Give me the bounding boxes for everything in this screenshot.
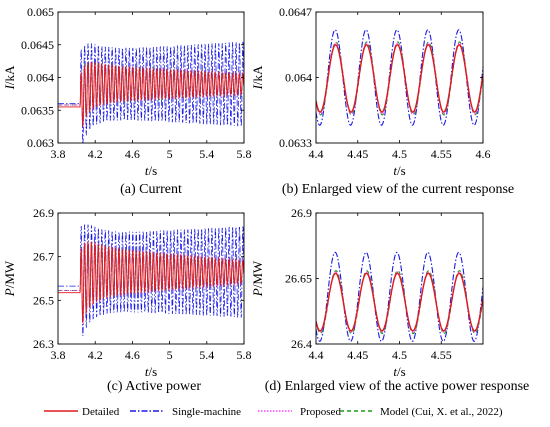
caption-b: (b) Enlarged view of the current respons… bbox=[282, 182, 514, 197]
y-tick-label-b-2: 0.0647 bbox=[279, 5, 312, 19]
y-tick-label-c-1: 26.5 bbox=[33, 293, 54, 307]
y-axis-label-d: P/MW bbox=[250, 260, 265, 297]
x-tick-label-d-3: 4.55 bbox=[431, 348, 452, 362]
x-tick-label-c-4: 5.4 bbox=[199, 348, 214, 362]
series-a-detailed bbox=[58, 62, 244, 127]
axes-frame-c bbox=[57, 212, 245, 345]
plot-area-a bbox=[58, 41, 244, 143]
x-axis-label-d: t/s bbox=[393, 364, 405, 379]
caption-c: (c) Active power bbox=[107, 379, 201, 394]
x-tick-label-c-1: 4.2 bbox=[88, 348, 103, 362]
legend-label-detailed: Detailed bbox=[82, 406, 120, 418]
x-tick-label-c-0: 3.8 bbox=[51, 348, 66, 362]
y-tick-label-a-1: 0.0635 bbox=[21, 103, 54, 117]
legend-label-model-cui-x-et-al-2022-: Model (Cui, X. et al., 2022) bbox=[380, 406, 503, 418]
x-tick-label-c-5: 5.8 bbox=[237, 348, 252, 362]
y-axis-label-a: I/kA bbox=[2, 65, 17, 90]
x-tick-label-a-2: 4.6 bbox=[125, 147, 140, 161]
panel-d-power-enlarged: 4.4 4.45 4.5 4.55 26.4 26.65 26.9 t/s P/MW bbox=[250, 206, 484, 379]
x-axis-label-a: t/s bbox=[145, 163, 157, 178]
plot-area-d bbox=[316, 251, 483, 343]
y-tick-label-d-2: 26.9 bbox=[291, 206, 312, 220]
y-tick-label-a-4: 0.065 bbox=[27, 5, 54, 19]
x-tick-label-a-1: 4.2 bbox=[88, 147, 103, 161]
x-tick-label-c-3: 5 bbox=[167, 348, 173, 362]
series-b-proposed bbox=[316, 42, 483, 115]
y-tick-label-d-0: 26.4 bbox=[291, 337, 312, 351]
y-tick-label-d-1: 26.65 bbox=[285, 272, 312, 286]
y-tick-label-a-2: 0.064 bbox=[27, 71, 54, 85]
axes-frame-a bbox=[57, 11, 245, 144]
x-tick-label-b-0: 4.4 bbox=[309, 147, 324, 161]
series-c-detailed bbox=[58, 241, 244, 324]
series-d-detailed bbox=[316, 272, 483, 332]
x-axis-label-c: t/s bbox=[145, 364, 157, 379]
series-d-proposed bbox=[316, 271, 483, 333]
y-tick-label-b-1: 0.064 bbox=[285, 71, 312, 85]
x-axis-label-b: t/s bbox=[393, 163, 405, 178]
panel-a-current: 3.8 4.2 4.6 5 5.4 5.8 0.063 0.0635 0.064 0.0645 0.… bbox=[2, 5, 252, 178]
y-tick-label-a-3: 0.0645 bbox=[21, 38, 54, 52]
y-tick-label-c-2: 26.7 bbox=[33, 250, 54, 264]
y-axis-label-c: P/MW bbox=[2, 260, 17, 297]
legend: Detailed Single-machine Proposed Model (Cui… bbox=[44, 406, 503, 418]
axes-frame-d bbox=[315, 212, 484, 345]
plot-area-c bbox=[58, 224, 244, 336]
x-tick-label-c-2: 4.6 bbox=[125, 348, 140, 362]
x-tick-label-a-0: 3.8 bbox=[51, 147, 66, 161]
y-tick-label-b-0: 0.0633 bbox=[279, 136, 312, 150]
x-tick-label-b-1: 4.45 bbox=[347, 147, 368, 161]
x-tick-label-a-5: 5.8 bbox=[237, 147, 252, 161]
series-b-detailed bbox=[316, 43, 483, 113]
x-tick-label-b-3: 4.55 bbox=[431, 147, 452, 161]
axes-frame-b bbox=[315, 11, 484, 144]
panel-c-active-power: 3.8 4.2 4.6 5 5.4 5.8 26.3 26.5 26.7 26.9 t/s P/MW bbox=[2, 206, 252, 379]
x-tick-label-a-3: 5 bbox=[167, 147, 173, 161]
legend-label-proposed: Proposed bbox=[300, 406, 341, 418]
x-tick-label-d-2: 4.5 bbox=[392, 348, 407, 362]
y-tick-label-c-3: 26.9 bbox=[33, 206, 54, 220]
series-b-model-cui-x-et-al-2022- bbox=[316, 41, 483, 116]
series-d-model-cui-x-et-al-2022- bbox=[316, 270, 483, 335]
y-axis-label-b: I/kA bbox=[250, 65, 265, 90]
caption-d: (d) Enlarged view of the active power re… bbox=[265, 379, 529, 394]
x-tick-label-b-4: 4.6 bbox=[476, 147, 491, 161]
x-tick-label-b-2: 4.5 bbox=[392, 147, 407, 161]
caption-a: (a) Current bbox=[120, 182, 182, 197]
x-tick-label-a-4: 5.4 bbox=[199, 147, 214, 161]
series-d-single-machine bbox=[316, 251, 483, 343]
x-tick-label-d-0: 4.4 bbox=[309, 348, 324, 362]
panel-b-current-enlarged: 4.4 4.45 4.5 4.55 4.6 0.0633 0.064 0.0647 t/s I/k… bbox=[250, 5, 491, 178]
x-tick-label-d-1: 4.45 bbox=[347, 348, 368, 362]
legend-label-single-machine: Single-machine bbox=[172, 406, 241, 418]
plot-area-b bbox=[316, 29, 483, 126]
y-tick-label-a-0: 0.063 bbox=[27, 136, 54, 150]
y-tick-label-c-0: 26.3 bbox=[33, 337, 54, 351]
